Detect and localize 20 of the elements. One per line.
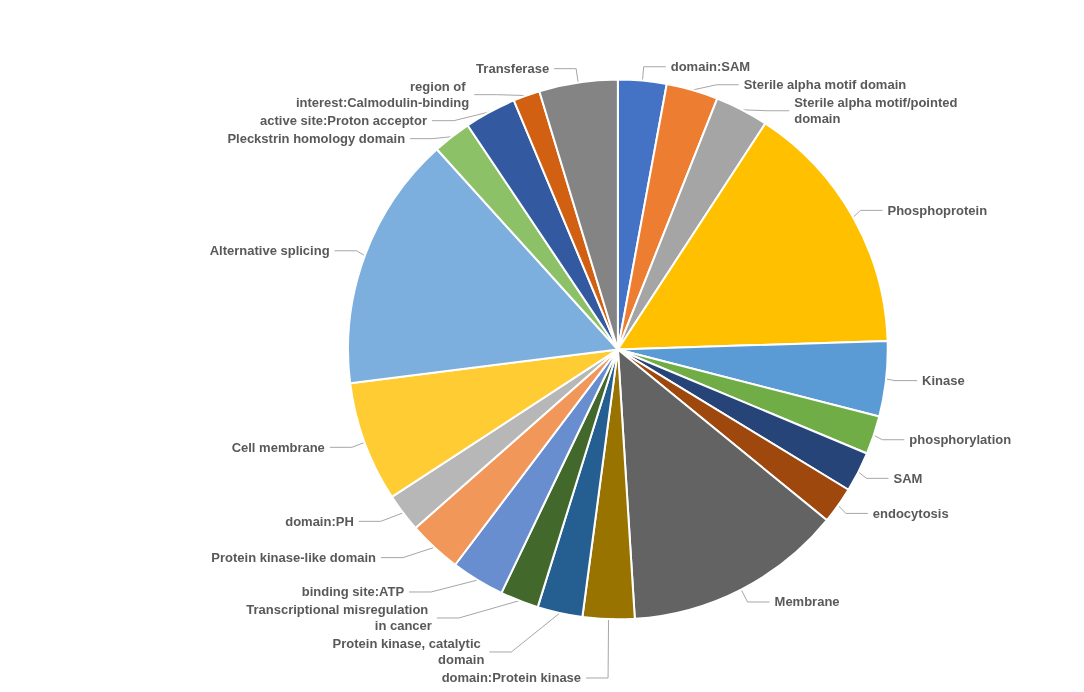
slice-label: Phosphoprotein: [887, 202, 988, 218]
slice-label: Pleckstrin homology domain: [227, 131, 406, 147]
slice-label: endocytosis: [872, 505, 949, 521]
slice-label: domain:SAM: [670, 59, 751, 75]
slice-label: Transcriptional misregulation in cancer: [246, 602, 432, 634]
slice-label: Alternative splicing: [209, 243, 330, 259]
slice-label: Kinase: [922, 373, 965, 389]
slice-label: Transferase: [476, 61, 550, 77]
slice-label: Cell membrane: [231, 439, 325, 455]
slice-label: domain:PH: [285, 513, 354, 529]
slice-label: Protein kinase-like domain: [211, 550, 377, 566]
slice-label: phosphorylation: [909, 432, 1012, 448]
slice-label: domain:Protein kinase: [441, 670, 582, 686]
slice-label: region of interest:Calmodulin-binding: [295, 79, 470, 111]
slice-label: active site:Proton acceptor: [260, 113, 427, 129]
slice-label: binding site:ATP: [301, 584, 405, 600]
slice-label: Sterile alpha motif domain: [743, 77, 907, 93]
slice-label: SAM: [893, 470, 923, 486]
slice-label: Membrane: [774, 594, 840, 610]
slice-label: Sterile alpha motif/pointed domain: [794, 95, 962, 127]
